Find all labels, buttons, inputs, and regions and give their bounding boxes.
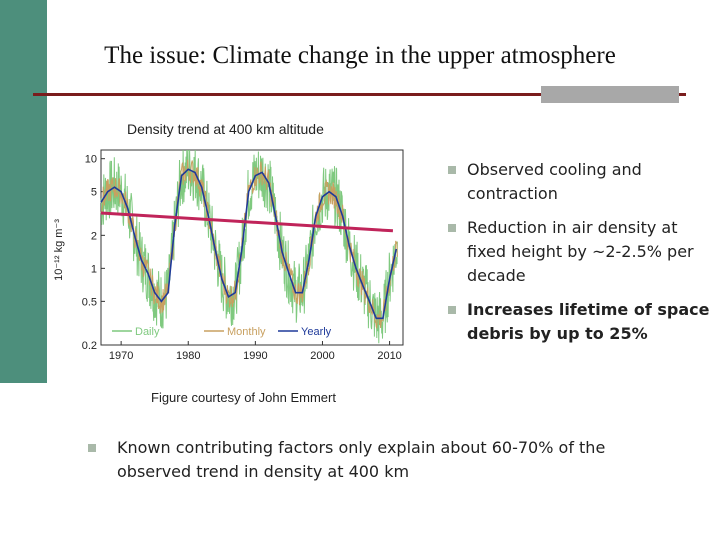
y-tick-label: 2 bbox=[91, 230, 97, 242]
bottom-bullet: Known contributing factors only explain … bbox=[88, 436, 677, 484]
bullet-item: Increases lifetime of space debris by up… bbox=[448, 298, 710, 346]
bullet-list: Observed cooling and contraction Reducti… bbox=[448, 158, 710, 356]
bullet-square-icon bbox=[448, 224, 456, 232]
bullet-item: Observed cooling and contraction bbox=[448, 158, 710, 206]
x-tick-label: 2010 bbox=[377, 350, 401, 362]
y-tick-label: 0.5 bbox=[82, 296, 97, 308]
bullet-square-icon bbox=[448, 166, 456, 174]
y-tick-label: 0.2 bbox=[82, 340, 97, 352]
y-tick-label: 5 bbox=[91, 187, 97, 199]
y-tick-label: 10 bbox=[85, 154, 97, 166]
y-axis-label: 10⁻¹² kg m⁻³ bbox=[53, 219, 65, 281]
plot-area bbox=[100, 149, 404, 346]
trend-line bbox=[100, 211, 394, 233]
legend-label: Daily bbox=[135, 326, 160, 338]
bullet-square-icon bbox=[88, 444, 96, 452]
side-accent-band bbox=[0, 0, 47, 383]
title-rule bbox=[33, 93, 686, 96]
bullet-square-icon bbox=[448, 306, 456, 314]
x-tick-label: 2000 bbox=[310, 350, 334, 362]
x-tick-label: 1990 bbox=[243, 350, 267, 362]
legend-label: Monthly bbox=[227, 326, 266, 338]
title-rule-accent bbox=[541, 86, 679, 103]
x-tick-label: 1980 bbox=[176, 350, 200, 362]
y-tick-label: 1 bbox=[91, 263, 97, 275]
yearly-series-line bbox=[100, 168, 398, 320]
chart-caption: Density trend at 400 km altitude bbox=[127, 121, 324, 137]
bullet-item: Reduction in air density at fixed height… bbox=[448, 216, 710, 288]
legend-label: Yearly bbox=[301, 326, 332, 338]
figure-credit: Figure courtesy of John Emmert bbox=[151, 390, 336, 405]
slide-title: The issue: Climate change in the upper a… bbox=[104, 42, 616, 69]
x-tick-label: 1970 bbox=[109, 350, 133, 362]
density-trend-chart: 10⁻¹² kg m⁻³ 1970 1980 1990 2000 2010 10 5 2 1 0.… bbox=[53, 149, 404, 362]
